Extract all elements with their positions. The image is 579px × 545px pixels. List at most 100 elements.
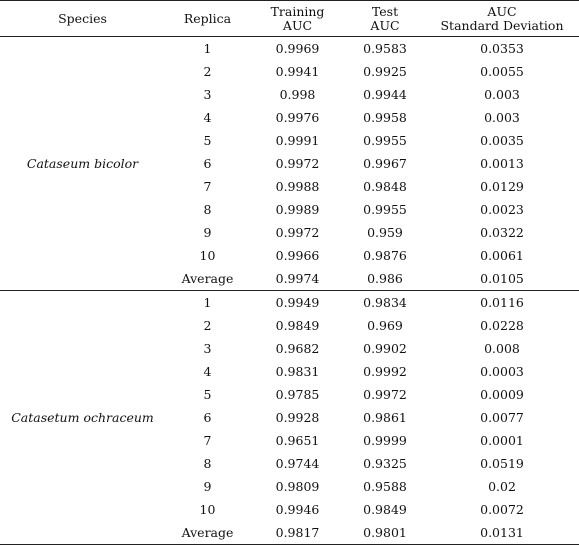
table-cell: 0.9861 bbox=[363, 410, 407, 425]
table-row: 9 0.9972 0.959 0.0322 bbox=[0, 221, 579, 244]
table-cell: 0.008 bbox=[484, 341, 520, 356]
table-row: Average 0.9974 0.986 0.0105 bbox=[0, 267, 579, 291]
table-cell: 0.9785 bbox=[275, 387, 320, 402]
table-cell: 0.9966 bbox=[275, 248, 320, 263]
table-cell: 0.0035 bbox=[480, 133, 524, 148]
table-cell: Average bbox=[165, 521, 250, 545]
table-cell: 0.9848 bbox=[363, 179, 407, 194]
table-cell: 0.0228 bbox=[480, 318, 524, 333]
table-cell: 0.969 bbox=[367, 318, 403, 333]
table-row: 2 0.9849 0.969 0.0228 bbox=[0, 314, 579, 337]
table-cell: 0.0116 bbox=[480, 295, 524, 310]
table-cell: 0.9809 bbox=[275, 479, 320, 494]
table-cell: 0.0061 bbox=[480, 248, 524, 263]
table-row: Cataseum bicolor 1 0.9969 0.9583 0.0353 bbox=[0, 36, 579, 291]
table-cell: 4 bbox=[203, 364, 212, 379]
table-cell: 0.0023 bbox=[480, 202, 524, 217]
table-cell: 0.9969 bbox=[275, 41, 320, 56]
table-cell: 3 bbox=[203, 341, 212, 356]
column-header: Replica bbox=[165, 0, 250, 37]
table-cell: 0.0322 bbox=[480, 225, 524, 240]
table-cell: 3 bbox=[203, 87, 212, 102]
table-cell: 0.9949 bbox=[275, 295, 320, 310]
table-cell: 0.0519 bbox=[480, 456, 524, 471]
table-cell: 0.9955 bbox=[363, 133, 407, 148]
table-header: Species Replica Training AUC Test AUC AUC St… bbox=[0, 0, 579, 37]
table-row: Catasetum ochraceum 1 0.9949 0.9834 0.0116 bbox=[0, 290, 579, 545]
table-cell: 0.9876 bbox=[363, 248, 407, 263]
species-cell: Catasetum ochraceum bbox=[0, 290, 165, 545]
table-cell: 0.9801 bbox=[345, 521, 425, 545]
table-cell: 0.9831 bbox=[275, 364, 320, 379]
table-cell: 6 bbox=[203, 410, 212, 425]
table-cell: 5 bbox=[203, 387, 212, 402]
table-cell: 0.9972 bbox=[275, 156, 320, 171]
species-cell: Cataseum bicolor bbox=[0, 36, 165, 291]
table-row: 9 0.9809 0.9588 0.02 bbox=[0, 475, 579, 498]
table-cell: 0.9817 bbox=[250, 521, 345, 545]
table-row: 8 0.9744 0.9325 0.0519 bbox=[0, 452, 579, 475]
table-row: Average 0.9817 0.9801 0.0131 bbox=[0, 521, 579, 545]
table-cell: 10 bbox=[199, 248, 216, 263]
table-cell: 0.003 bbox=[484, 110, 520, 125]
table-cell: 0.0009 bbox=[480, 387, 524, 402]
column-header: AUC Standard Deviation bbox=[425, 0, 579, 37]
table-cell: 0.9974 bbox=[250, 267, 345, 291]
table-row: 4 0.9976 0.9958 0.003 bbox=[0, 106, 579, 129]
table-cell: 0.9972 bbox=[275, 225, 320, 240]
table-cell: 2 bbox=[203, 64, 212, 79]
table-cell: 0.9325 bbox=[363, 456, 407, 471]
table-cell: 0.003 bbox=[484, 87, 520, 102]
table-row: 4 0.9831 0.9992 0.0003 bbox=[0, 360, 579, 383]
table-cell: 0.0129 bbox=[480, 179, 524, 194]
table-cell: Average bbox=[165, 267, 250, 291]
table-row: 7 0.9651 0.9999 0.0001 bbox=[0, 429, 579, 452]
table-cell: 0.9849 bbox=[275, 318, 320, 333]
table-body: Cataseum bicolor 1 0.9969 0.9583 0.0353 2 0.99… bbox=[0, 36, 579, 545]
table-row: 10 0.9946 0.9849 0.0072 bbox=[0, 498, 579, 521]
table-cell: 0.9588 bbox=[363, 479, 407, 494]
table-cell: 0.9988 bbox=[275, 179, 320, 194]
table-cell: 8 bbox=[203, 456, 212, 471]
header-row: Species Replica Training AUC Test AUC AUC St… bbox=[0, 0, 579, 37]
column-header: Species bbox=[0, 0, 165, 37]
table-cell: 0.9991 bbox=[275, 133, 320, 148]
table-cell: 1 bbox=[203, 41, 212, 56]
table-cell: 0.986 bbox=[345, 267, 425, 291]
table-cell: 0.9989 bbox=[275, 202, 320, 217]
column-header: Test AUC bbox=[345, 0, 425, 37]
table-cell: 0.9744 bbox=[275, 456, 320, 471]
table-cell: 0.9946 bbox=[275, 502, 320, 517]
table-cell: 0.0131 bbox=[425, 521, 579, 545]
table-cell: 0.998 bbox=[279, 87, 316, 102]
table-cell: 0.959 bbox=[367, 225, 403, 240]
table-cell: 9 bbox=[203, 479, 212, 494]
table-cell: 0.9941 bbox=[275, 64, 320, 79]
table-row: 3 0.9682 0.9902 0.008 bbox=[0, 337, 579, 360]
table-cell: 0.9902 bbox=[363, 341, 407, 356]
table-cell: 6 bbox=[203, 156, 212, 171]
table-row: 7 0.9988 0.9848 0.0129 bbox=[0, 175, 579, 198]
table-cell: 0.0353 bbox=[480, 41, 524, 56]
table-cell: 0.9682 bbox=[275, 341, 320, 356]
table-cell: 0.9958 bbox=[363, 110, 407, 125]
table-cell: 0.9992 bbox=[363, 364, 407, 379]
table-cell: 7 bbox=[203, 179, 212, 194]
table-row: 3 0.998 0.9944 0.003 bbox=[0, 83, 579, 106]
table-row: 10 0.9966 0.9876 0.0061 bbox=[0, 244, 579, 267]
table-cell: 0.0013 bbox=[480, 156, 524, 171]
table-cell: 0.0001 bbox=[480, 433, 524, 448]
table-cell: 0.0055 bbox=[480, 64, 524, 79]
table-cell: 10 bbox=[199, 502, 216, 517]
table-cell: 0.9999 bbox=[363, 433, 407, 448]
table-cell: 0.0003 bbox=[480, 364, 524, 379]
table-cell: 0.0077 bbox=[480, 410, 524, 425]
table-cell: 0.9849 bbox=[363, 502, 407, 517]
table-row: 6 0.9928 0.9861 0.0077 bbox=[0, 406, 579, 429]
table-cell: 1 bbox=[203, 295, 212, 310]
table-cell: 0.9967 bbox=[363, 156, 407, 171]
table-cell: 0.9928 bbox=[275, 410, 320, 425]
table-cell: 0.9651 bbox=[275, 433, 320, 448]
